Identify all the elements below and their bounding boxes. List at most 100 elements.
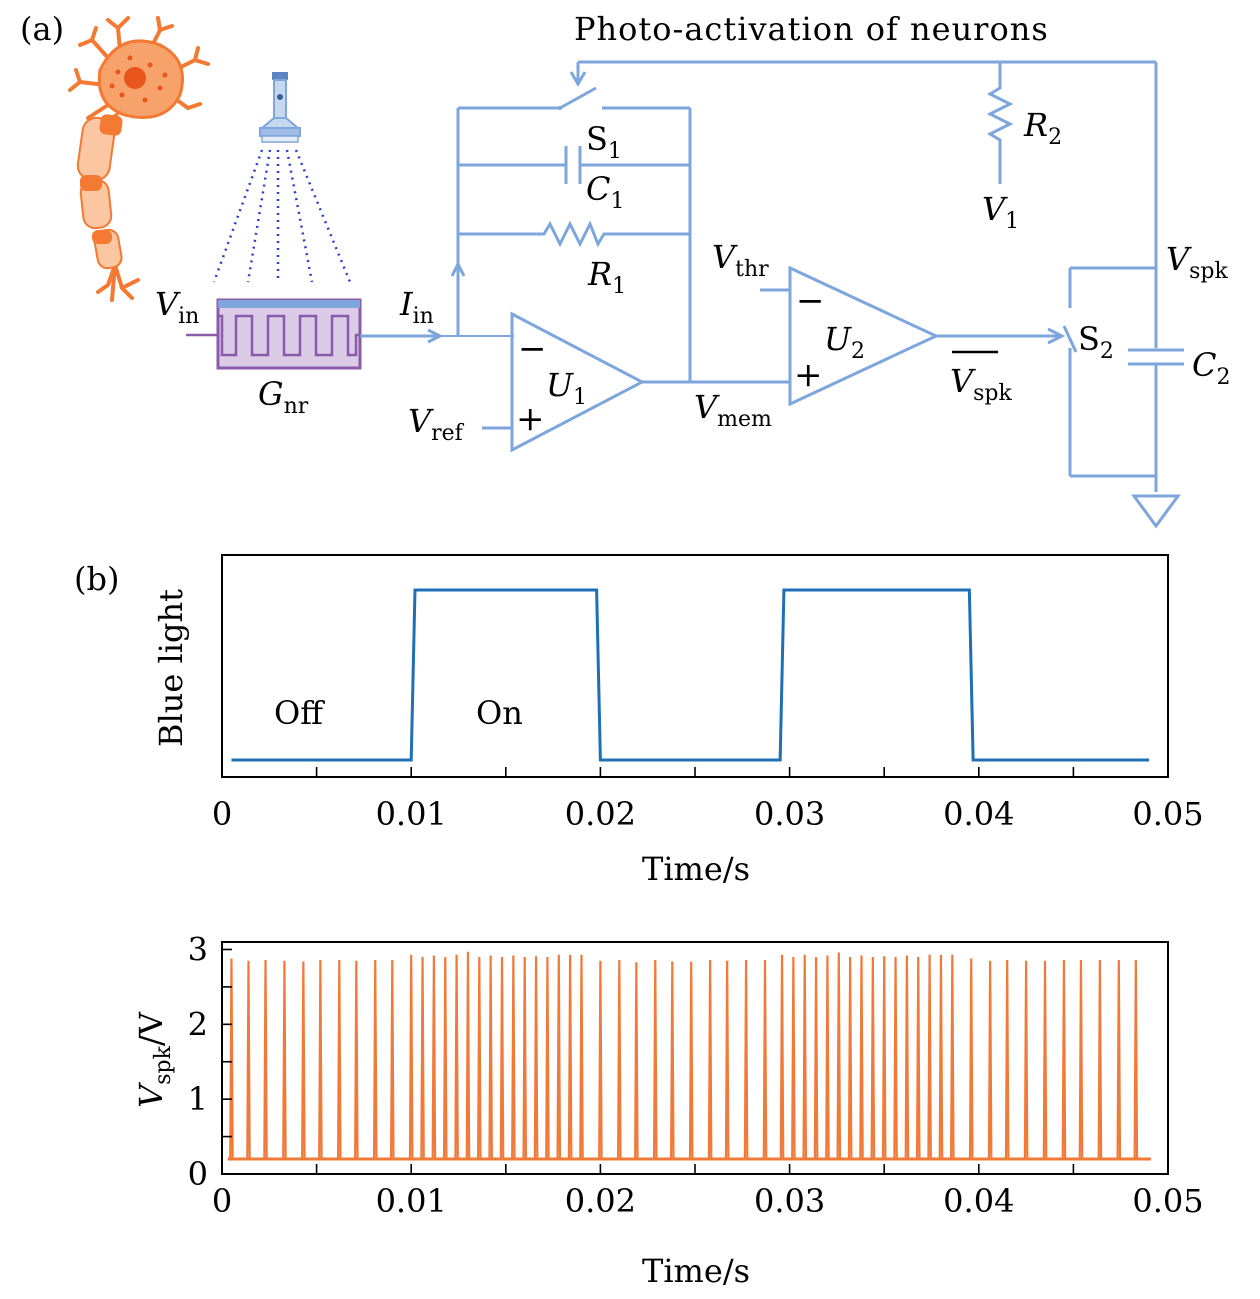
panel-b-label: (b) [74, 560, 119, 598]
vspk-spike [836, 952, 842, 1160]
vspk-spike [545, 956, 550, 1160]
vspk-spike [488, 955, 493, 1160]
u1-minus-sign: − [518, 329, 547, 369]
label-s2: S2 [1078, 320, 1114, 364]
opamp-u2 [788, 265, 940, 407]
vspk-spike [246, 960, 251, 1160]
vspk-spike [1042, 960, 1048, 1160]
neuron-icon [68, 16, 210, 302]
vspk-spike [893, 956, 898, 1160]
memristor-gnr [186, 298, 362, 370]
vspk-spike [802, 954, 808, 1160]
vspk-spike [420, 956, 425, 1160]
blue-light-ylabel: Blue light [152, 589, 190, 747]
switch-s2 [1062, 325, 1078, 353]
vspk-spike [511, 955, 516, 1160]
vspk-spike [813, 956, 819, 1160]
top-xtick-label: 0 [212, 795, 232, 833]
top-xtick-label: 0.05 [1132, 795, 1203, 833]
vspk-spike [652, 959, 658, 1160]
blue-light-xticks: 0 0.01 0.02 0.03 0.04 0.05 [212, 767, 1204, 833]
vspk-spike [579, 954, 584, 1160]
label-v-ref: Vref [408, 402, 465, 446]
vspk-spikes [229, 951, 1139, 1160]
vspk-spike [1078, 959, 1084, 1160]
vspk-spike [724, 960, 730, 1160]
vspk-spike [431, 955, 437, 1160]
vspk-xticks: 0 0.01 0.02 0.03 0.04 0.05 [212, 1164, 1204, 1220]
vspk-spike [950, 954, 955, 1160]
label-v-mem: Vmem [694, 388, 772, 432]
flashlight-icon [259, 72, 301, 143]
vspk-yticks: 0 1 2 3 [188, 930, 232, 1193]
vspk-spike [779, 954, 785, 1160]
vspk-spike [927, 954, 932, 1160]
vspk-spike [301, 961, 306, 1160]
vspk-spike [847, 956, 853, 1160]
capacitor-c2 [1128, 348, 1184, 366]
vspk-spike [881, 956, 887, 1160]
vspk-spike [1061, 959, 1067, 1160]
vspk-spike [707, 959, 713, 1160]
u1-plus-sign: + [516, 399, 545, 439]
bottom-ytick-label: 3 [188, 930, 208, 968]
bottom-xtick-label: 0 [212, 1182, 232, 1220]
blue-light-chart: Blue light Time/s Off On 0 0.01 0.02 0.03 0.… [152, 554, 1204, 888]
vspk-spike [533, 956, 539, 1160]
vspk-spike [372, 959, 378, 1160]
vspk-spike [1097, 959, 1103, 1160]
resistor-r2 [986, 80, 1014, 148]
label-s1: S1 [586, 120, 622, 164]
vspk-spike [743, 959, 749, 1160]
panel-a-title: Photo-activation of neurons [574, 10, 1049, 48]
vspk-spike [408, 954, 414, 1160]
u2-minus-sign: − [796, 281, 825, 321]
vspk-spike [1004, 959, 1010, 1160]
vspk-ylabel: Vspk/V [132, 1011, 176, 1108]
vspk-spike [968, 958, 974, 1160]
vspk-spike [634, 962, 639, 1160]
label-v-spk-bar: Vspk [950, 362, 1012, 406]
vspk-spike [904, 955, 910, 1160]
vspk-spike [617, 959, 622, 1160]
top-xtick-label: 0.01 [376, 795, 447, 833]
label-g-nr: Gnr [258, 375, 309, 419]
label-v-thr: Vthr [712, 238, 769, 282]
annotation-off: Off [274, 694, 325, 732]
vspk-spike [762, 959, 768, 1160]
label-u1: U1 [546, 366, 587, 410]
blue-light-xlabel: Time/s [642, 850, 750, 888]
top-xtick-label: 0.02 [565, 795, 636, 833]
vspk-spike [598, 960, 603, 1160]
bottom-ytick-label: 1 [188, 1080, 208, 1118]
vspk-spike [1023, 960, 1029, 1160]
vspk-spike [454, 954, 459, 1160]
bottom-xtick-label: 0.03 [754, 1182, 825, 1220]
u2-plus-sign: + [794, 355, 823, 395]
vspk-spike [318, 959, 323, 1160]
vspk-spike [987, 960, 993, 1160]
vspk-spike [477, 956, 482, 1160]
vspk-spike [282, 960, 287, 1160]
annotation-on: On [476, 694, 523, 732]
vspk-spike [229, 958, 234, 1160]
vspk-spike [915, 956, 921, 1160]
vspk-spike [791, 956, 796, 1160]
label-r2: R2 [1023, 106, 1062, 150]
label-c2: C2 [1192, 346, 1230, 390]
switch-s1 [558, 86, 597, 110]
ground-icon [1131, 494, 1181, 529]
vspk-spike [567, 954, 573, 1160]
bottom-xtick-label: 0.05 [1132, 1182, 1203, 1220]
vspk-spike [465, 951, 471, 1160]
bottom-xtick-label: 0.01 [376, 1182, 447, 1220]
vspk-spike [1133, 959, 1139, 1160]
vspk-spike [556, 954, 562, 1160]
vspk-chart: Vspk/V Time/s 0 0.01 0.02 0.03 0.04 0.05 0 1 2 3 [132, 930, 1204, 1290]
bottom-xtick-label: 0.04 [943, 1182, 1014, 1220]
top-xtick-label: 0.03 [754, 795, 825, 833]
label-i-in: Iin [399, 285, 434, 329]
vspk-spike [688, 961, 694, 1160]
circuit-wires [360, 60, 1158, 492]
vspk-xlabel: Time/s [642, 1252, 750, 1290]
